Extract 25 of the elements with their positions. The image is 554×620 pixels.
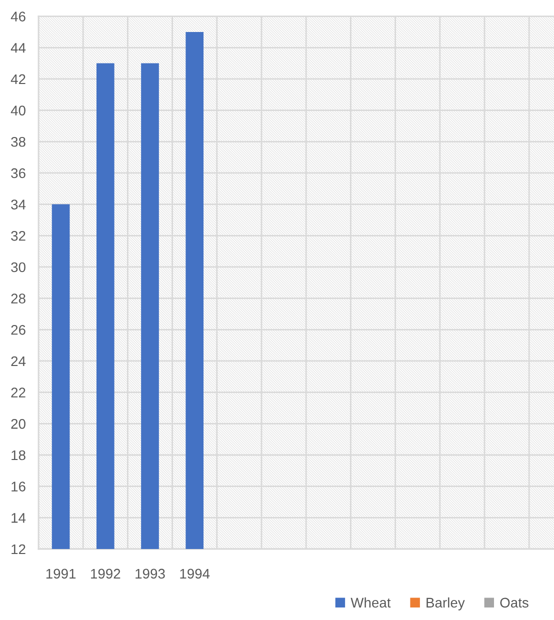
y-tick-label: 16 bbox=[12, 482, 26, 492]
x-tick-label: 1993 bbox=[136, 568, 165, 579]
legend-label: Oats bbox=[500, 598, 528, 608]
legend-label: Barley bbox=[426, 597, 465, 610]
y-tick-label: 38 bbox=[11, 136, 26, 147]
y-tick-label: 36 bbox=[11, 168, 26, 178]
y-tick-label: 24 bbox=[11, 356, 26, 366]
y-tick-label: 12 bbox=[12, 544, 26, 554]
y-tick-label: 44 bbox=[10, 43, 26, 53]
y-tick-label: 34 bbox=[11, 200, 26, 210]
y-tick-label: 28 bbox=[11, 294, 26, 304]
y-tick-label: 18 bbox=[12, 450, 26, 460]
y-tick-label: 32 bbox=[11, 230, 26, 241]
y-tick-label: 42 bbox=[10, 74, 26, 84]
y-tick-label: 22 bbox=[11, 388, 26, 398]
x-tick-label: 1992 bbox=[91, 568, 120, 579]
x-tick-label: 1991 bbox=[46, 568, 76, 579]
y-tick-label: 20 bbox=[11, 418, 26, 429]
legend-label: Wheat bbox=[350, 597, 391, 608]
y-tick-label: 14 bbox=[12, 513, 26, 523]
y-tick-label: 30 bbox=[11, 262, 26, 272]
x-tick-label: 1994 bbox=[180, 568, 210, 579]
y-tick-label: 40 bbox=[10, 106, 26, 116]
y-tick-label: 26 bbox=[11, 324, 26, 335]
y-tick-label: 46 bbox=[10, 12, 26, 22]
